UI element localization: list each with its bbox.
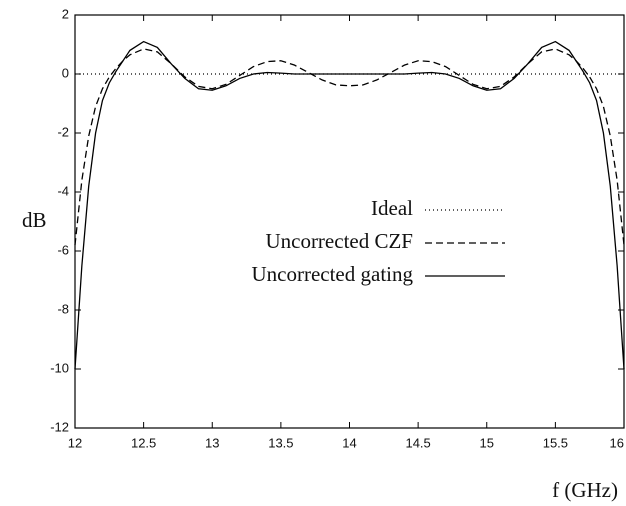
y-tick-label: 0 — [62, 65, 69, 80]
x-tick-label: 16 — [610, 435, 624, 450]
y-tick-label: -10 — [50, 360, 69, 375]
y-tick-label: -8 — [57, 301, 69, 316]
x-tick-label: 12.5 — [131, 435, 156, 450]
x-tick-label: 15 — [480, 435, 494, 450]
x-tick-label: 14.5 — [405, 435, 430, 450]
series-line — [74, 48, 625, 246]
plot-frame — [74, 14, 625, 429]
x-tick-label: 14 — [342, 435, 356, 450]
y-tick-label: 2 — [62, 6, 69, 21]
legend-label: Uncorrected CZF — [265, 229, 413, 253]
legend-label: Ideal — [371, 196, 413, 220]
x-tick-label: 15.5 — [543, 435, 568, 450]
x-tick-label: 13 — [205, 435, 219, 450]
y-tick-label: -6 — [57, 242, 69, 257]
y-tick-label: -4 — [57, 183, 69, 198]
legend-label: Uncorrected gating — [251, 262, 413, 286]
y-tick-label: -2 — [57, 124, 69, 139]
x-axis-label: f (GHz) — [552, 478, 618, 502]
x-tick-label: 12 — [68, 435, 82, 450]
y-tick-label: -12 — [50, 419, 69, 434]
series-line — [74, 40, 625, 370]
y-axis-label: dB — [22, 208, 47, 232]
x-tick-label: 13.5 — [268, 435, 293, 450]
